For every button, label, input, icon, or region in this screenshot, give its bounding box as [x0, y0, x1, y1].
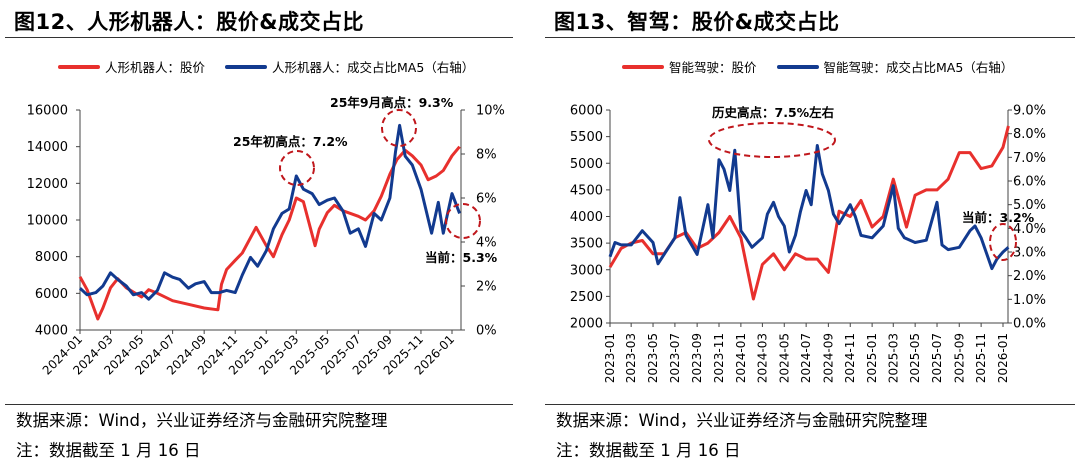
y-tick-label-left: 4500 [570, 183, 603, 198]
y-tick-label-right: 8.0% [1013, 127, 1046, 142]
y-tick-label-right: 3.0% [1013, 246, 1046, 261]
y-tick-label-left: 10000 [27, 214, 68, 229]
chart-autodrive: 2000 2500 3000 3500 4000 4500 5000 5500 6000 0.0%… [570, 104, 1046, 384]
legend-left: 人形机器人：股价 人形机器人：成交占比MA5（右轴） [58, 57, 494, 76]
annotations-right: 历史高点：7.5%左右 当前：3.2% [708, 105, 1035, 261]
legend-item-ratio: 智能驾驶：成交占比MA5（右轴） [776, 57, 1014, 76]
title-divider-left [5, 37, 513, 38]
footer-divider-left [5, 404, 513, 405]
legend-swatch-ratio [225, 64, 268, 69]
y-tick-label-right: 7.0% [1013, 151, 1046, 166]
x-tick-label: 2025-05 [908, 333, 922, 383]
y-tick-label-left: 5500 [570, 130, 603, 145]
y-tick-label-right: 2% [476, 280, 497, 295]
x-tick-label: 2023-05 [646, 333, 660, 383]
x-tick-label: 2024-07 [799, 333, 813, 383]
annotation-ellipse [381, 109, 417, 147]
y-tick-label-right: 4.0% [1013, 222, 1046, 237]
x-tick-label: 2025-11 [974, 333, 988, 383]
y-tick-label-right: 1.0% [1013, 293, 1046, 308]
y-tick-label-left: 3000 [570, 263, 603, 278]
y-tick-label-left: 2500 [570, 290, 603, 305]
annotation-ellipse [989, 223, 1017, 261]
annotation-label: 当前：3.2% [962, 210, 1035, 225]
chart-title-right: 图13、智驾：股价&成交占比 [554, 10, 840, 34]
x-tick-label: 2025-01 [865, 333, 879, 383]
y-tick-label-right: 10% [476, 104, 505, 119]
x-tick-label: 2025-07 [930, 333, 944, 383]
y-tick-label-left: 6000 [570, 104, 603, 119]
legend-swatch-price [58, 64, 100, 69]
y-tick-label-left: 4000 [35, 324, 68, 339]
y-tick-label-left: 16000 [27, 104, 68, 119]
date-note-left: 注：数据截至 1 月 16 日 [16, 441, 201, 460]
legend-swatch-price [622, 64, 664, 69]
legend-swatch-ratio [776, 64, 819, 69]
legend-label: 人形机器人：成交占比MA5（右轴） [272, 60, 475, 75]
legend-label: 人形机器人：股价 [105, 60, 206, 75]
y-tick-label-left: 3500 [570, 237, 603, 252]
legend-item-price: 智能驾驶：股价 [622, 57, 757, 76]
y-tick-label-right: 9.0% [1013, 104, 1046, 119]
annotation-ellipse [445, 203, 481, 239]
x-tick-label: 2023-09 [690, 333, 704, 383]
footer-divider-right [545, 404, 1075, 405]
y-tick-label-right: 5.0% [1013, 198, 1046, 213]
y-tick-label-right: 6.0% [1013, 175, 1046, 190]
x-tick-label: 2024-05 [777, 333, 791, 383]
legend-item-ratio: 人形机器人：成交占比MA5（右轴） [225, 57, 474, 76]
x-tick-label: 2023-11 [712, 333, 726, 383]
x-tick-label: 2025-09 [952, 333, 966, 383]
x-tick-label: 2024-11 [843, 333, 857, 383]
y-tick-label-left: 4000 [570, 210, 603, 225]
y-tick-label-left: 14000 [27, 140, 68, 155]
ratio-line [78, 123, 462, 301]
legend-right: 智能驾驶：股价 智能驾驶：成交占比MA5（右轴） [622, 57, 1033, 76]
annotation-label: 当前：5.3% [425, 250, 498, 265]
x-tick-label: 2023-03 [624, 333, 638, 383]
x-tick-label: 2026-01 [996, 333, 1010, 383]
y-tick-label-right: 2.0% [1013, 269, 1046, 284]
source-note-right: 数据来源：Wind，兴业证券经济与金融研究院整理 [556, 411, 928, 430]
x-tick-label: 2024-09 [821, 333, 835, 383]
source-note-left: 数据来源：Wind，兴业证券经济与金融研究院整理 [16, 411, 388, 430]
annotation-label: 25年初高点：7.2% [233, 134, 348, 149]
y-tick-label-right: 0.0% [1013, 317, 1046, 332]
ratio-line [608, 144, 1010, 271]
y-tick-label-left: 12000 [27, 177, 68, 192]
y-tick-label-right: 4% [476, 236, 497, 251]
annotations-left: 25年初高点：7.2% 25年9月高点：9.3% 当前：5.3% [233, 95, 498, 265]
date-note-right: 注：数据截至 1 月 16 日 [556, 441, 741, 460]
y-tick-label-right: 8% [476, 148, 497, 163]
legend-item-price: 人形机器人：股价 [58, 57, 205, 76]
x-tick-label: 2023-07 [668, 333, 682, 383]
annotation-label: 25年9月高点：9.3% [330, 95, 454, 110]
legend-label: 智能驾驶：股价 [669, 60, 757, 75]
y-tick-label-left: 5000 [570, 157, 603, 172]
annotation-ellipse [708, 122, 836, 158]
x-tick-label: 2024-01 [734, 333, 748, 383]
legend-label: 智能驾驶：成交占比MA5（右轴） [823, 60, 1014, 75]
y-tick-label-right: 6% [476, 192, 497, 207]
x-tick-label: 2024-03 [755, 333, 769, 383]
x-tick-label: 2023-01 [603, 333, 617, 383]
y-tick-label-right: 0% [476, 324, 497, 339]
y-tick-label-left: 2000 [570, 317, 603, 332]
annotation-label: 历史高点：7.5%左右 [712, 105, 834, 120]
title-divider-right [545, 37, 1075, 38]
chart-title-left: 图12、人形机器人：股价&成交占比 [14, 10, 365, 34]
y-tick-label-left: 8000 [35, 250, 68, 265]
annotation-ellipse [279, 150, 315, 186]
x-tick-label: 2025-03 [886, 333, 900, 383]
y-tick-label-left: 6000 [35, 287, 68, 302]
price-line [608, 125, 1010, 301]
